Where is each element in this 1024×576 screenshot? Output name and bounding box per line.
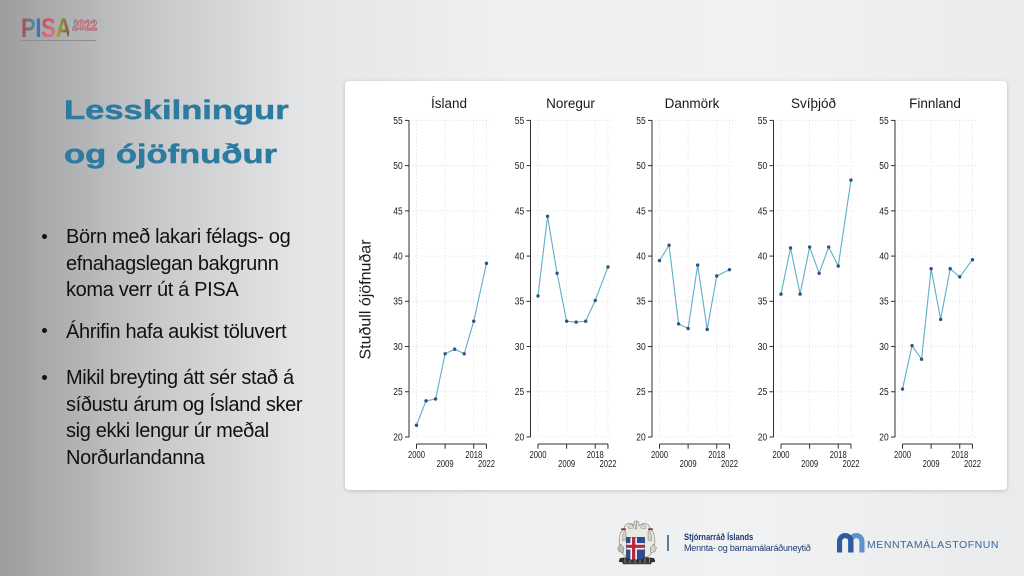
svg-text:35: 35 [758,297,767,308]
svg-text:2009: 2009 [680,459,697,470]
svg-text:2009: 2009 [923,459,940,470]
svg-text:55: 55 [515,116,524,127]
svg-text:20: 20 [758,432,768,443]
svg-text:40: 40 [879,251,889,262]
svg-text:45: 45 [879,206,888,217]
svg-text:2009: 2009 [801,459,818,470]
svg-text:2018: 2018 [587,450,604,461]
svg-text:40: 40 [636,251,646,262]
svg-text:Svíþjóð: Svíþjóð [791,96,836,111]
svg-text:Noregur: Noregur [546,96,595,111]
svg-text:2022: 2022 [964,459,981,470]
svg-text:20: 20 [879,432,889,443]
svg-text:2009: 2009 [558,459,575,470]
svg-text:Danmörk: Danmörk [665,96,720,111]
svg-text:25: 25 [393,387,402,398]
svg-text:2018: 2018 [830,450,847,461]
svg-text:40: 40 [515,251,525,262]
svg-text:50: 50 [636,161,646,172]
svg-text:55: 55 [636,116,645,127]
svg-text:2000: 2000 [651,450,668,461]
svg-text:45: 45 [393,206,402,217]
svg-text:2000: 2000 [530,450,547,461]
svg-text:20: 20 [393,432,403,443]
svg-text:50: 50 [393,161,403,172]
svg-text:50: 50 [515,161,525,172]
svg-text:55: 55 [879,116,888,127]
svg-text:2022: 2022 [721,459,738,470]
svg-text:25: 25 [515,387,524,398]
svg-text:2022: 2022 [478,459,495,470]
svg-text:35: 35 [636,297,645,308]
svg-text:2009: 2009 [437,459,454,470]
svg-text:50: 50 [879,161,889,172]
svg-text:Stuðull ójöfnuðar: Stuðull ójöfnuðar [358,239,375,360]
svg-text:25: 25 [879,387,888,398]
svg-text:40: 40 [758,251,768,262]
svg-text:45: 45 [515,206,524,217]
svg-text:2018: 2018 [465,450,482,461]
svg-text:25: 25 [758,387,767,398]
svg-text:Finnland: Finnland [909,96,961,111]
svg-text:2018: 2018 [951,450,968,461]
svg-text:20: 20 [636,432,646,443]
svg-text:20: 20 [515,432,525,443]
svg-text:2018: 2018 [708,450,725,461]
svg-text:30: 30 [758,342,768,353]
svg-text:35: 35 [393,297,402,308]
svg-text:30: 30 [879,342,889,353]
svg-text:55: 55 [393,116,402,127]
svg-text:30: 30 [393,342,403,353]
svg-text:2000: 2000 [894,450,911,461]
svg-text:2022: 2022 [842,459,859,470]
svg-text:45: 45 [636,206,645,217]
svg-text:35: 35 [879,297,888,308]
svg-text:30: 30 [515,342,525,353]
svg-text:2000: 2000 [408,450,425,461]
svg-text:35: 35 [515,297,524,308]
svg-text:2022: 2022 [599,459,616,470]
svg-text:Ísland: Ísland [431,96,467,111]
svg-text:50: 50 [758,161,768,172]
svg-text:2000: 2000 [773,450,790,461]
svg-text:45: 45 [758,206,767,217]
svg-text:30: 30 [636,342,646,353]
svg-text:25: 25 [636,387,645,398]
svg-text:40: 40 [393,251,403,262]
svg-text:55: 55 [758,116,767,127]
